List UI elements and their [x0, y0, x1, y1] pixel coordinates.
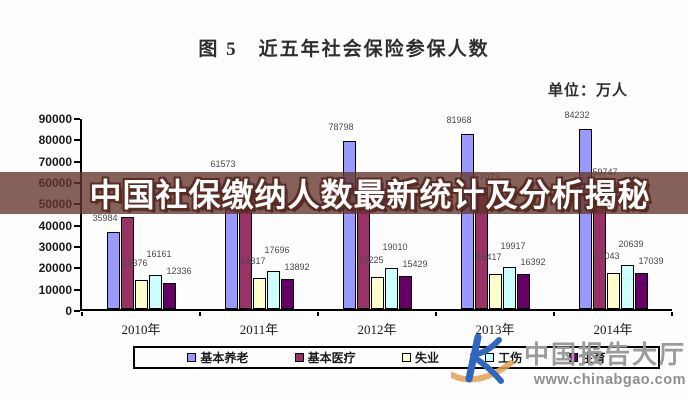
y-tick-label: 10000	[38, 282, 72, 297]
legend-swatch-icon	[401, 353, 411, 362]
bar-工伤: 19010	[382, 242, 408, 309]
bar-生育: 13892	[280, 262, 310, 309]
bar-基本养老: 84232	[564, 110, 592, 309]
bar-工伤: 17696	[264, 245, 290, 309]
bar-value-label: 17696	[264, 245, 290, 255]
bar-value-label: 78798	[328, 122, 354, 132]
bar-生育: 12336	[162, 266, 192, 309]
legend-label: 基本医疗	[307, 351, 356, 365]
x-tick-mark	[81, 312, 83, 316]
legend-item-失业: 失业	[401, 349, 439, 366]
bar-工伤: 19917	[500, 241, 526, 309]
bar-value-label: 16161	[146, 249, 172, 259]
bar-value-label: 19917	[500, 241, 526, 251]
y-tick-mark	[74, 246, 80, 248]
y-tick-label: 20000	[38, 261, 72, 276]
legend: 基本养老 基本医疗 失业 工伤 生育	[133, 346, 660, 369]
bar-生育: 17039	[634, 256, 664, 309]
x-category-label: 2013年	[475, 322, 515, 337]
watermark-site-url: www.chinabgao.com	[533, 372, 686, 388]
bar-工伤: 16161	[146, 249, 172, 309]
legend-label: 生育	[581, 351, 606, 365]
y-tick-label: 30000	[38, 240, 72, 254]
y-tick-label: 0	[65, 304, 72, 318]
bar-value-label: 81968	[446, 115, 472, 125]
x-category-label: 2012年	[357, 322, 397, 337]
legend-swatch-icon	[568, 353, 578, 362]
bar-value-label: 17043	[594, 251, 620, 261]
bar-value-label: 61573	[210, 159, 236, 169]
legend-swatch-icon	[294, 353, 304, 362]
x-tick-mark	[435, 312, 437, 316]
legend-swatch-icon	[187, 353, 197, 362]
legend-item-工伤: 工伤	[485, 349, 522, 366]
y-tick-mark	[74, 288, 80, 291]
bar-value-label: 15225	[358, 255, 384, 265]
swoosh-icon	[451, 360, 514, 383]
bar-value-label: 20639	[618, 239, 644, 249]
bar-失业: 13376	[122, 258, 148, 309]
y-tick-mark	[74, 310, 80, 312]
bar-生育: 16392	[516, 257, 546, 309]
bar-失业: 17043	[594, 251, 620, 309]
bar-value-label: 14317	[240, 256, 266, 266]
x-tick-mark	[199, 312, 201, 316]
watermark: 中国报告大厅 www.chinabgao.com	[451, 331, 688, 393]
legend-item-基本养老: 基本养老	[187, 349, 248, 366]
bar-失业: 16417	[476, 252, 502, 309]
x-category-label: 2014年	[593, 322, 633, 337]
bar-value-label: 13376	[122, 258, 148, 268]
watermark-site-name: 中国报告大厅	[523, 341, 686, 369]
y-tick-mark	[74, 224, 80, 227]
y-tick-label: 70000	[38, 154, 72, 169]
y-tick-mark	[74, 267, 80, 270]
bar-基本养老: 81968	[446, 115, 474, 309]
bar-value-label: 15429	[402, 259, 428, 269]
bar-value-label: 19010	[382, 242, 408, 252]
bar-value-label: 17039	[638, 256, 664, 266]
bar-value-label: 35984	[92, 213, 118, 223]
legend-item-生育: 生育	[568, 349, 606, 366]
y-tick-label: 40000	[38, 218, 72, 233]
x-tick-mark	[317, 312, 319, 316]
plot-area: 3598443263133761616112336615734734314317…	[80, 110, 672, 311]
legend-item-基本医疗: 基本医疗	[294, 349, 356, 366]
bar-基本养老: 78798	[328, 122, 356, 309]
legend-label: 失业	[414, 351, 439, 365]
legend-label: 基本养老	[200, 351, 249, 365]
bar-工伤: 20639	[618, 239, 644, 309]
x-category-label: 2010年	[121, 322, 161, 337]
y-tick-mark	[74, 139, 80, 142]
x-tick-mark	[553, 312, 555, 316]
bar-基本养老: 35984	[92, 213, 120, 309]
bar-group-2013年: 8196857073164171991716392	[436, 115, 554, 309]
bar-value-label: 12336	[166, 266, 192, 276]
legend-swatch-icon	[485, 353, 495, 362]
y-tick-label: 80000	[38, 133, 72, 148]
headline-text: 中国社保缴纳人数最新统计及分析揭秘	[89, 177, 651, 213]
y-tick-mark	[74, 160, 80, 163]
y-tick-label: 90000	[38, 112, 72, 126]
bar-value-label: 84232	[564, 110, 590, 120]
headline-banner: 中国社保缴纳人数最新统计及分析揭秘	[0, 172, 688, 214]
bar-失业: 14317	[240, 256, 266, 309]
bar-value-label: 13892	[284, 262, 310, 272]
bar-value-label: 16417	[476, 252, 502, 262]
unit-label: 单位：万人	[547, 83, 628, 99]
chinabgao-logo-icon	[451, 333, 514, 384]
x-category-label: 2011年	[239, 322, 279, 337]
chart-title: 图 5 近五年社会保险参保人数	[198, 39, 490, 60]
bar-生育: 15429	[398, 259, 428, 309]
x-tick-mark	[671, 312, 673, 316]
y-tick-mark	[74, 118, 80, 120]
legend-label: 工伤	[498, 351, 523, 365]
bar-value-label: 16392	[520, 257, 546, 267]
bar-失业: 15225	[358, 255, 384, 309]
bar-group-2010年: 3598443263133761616112336	[82, 119, 200, 309]
